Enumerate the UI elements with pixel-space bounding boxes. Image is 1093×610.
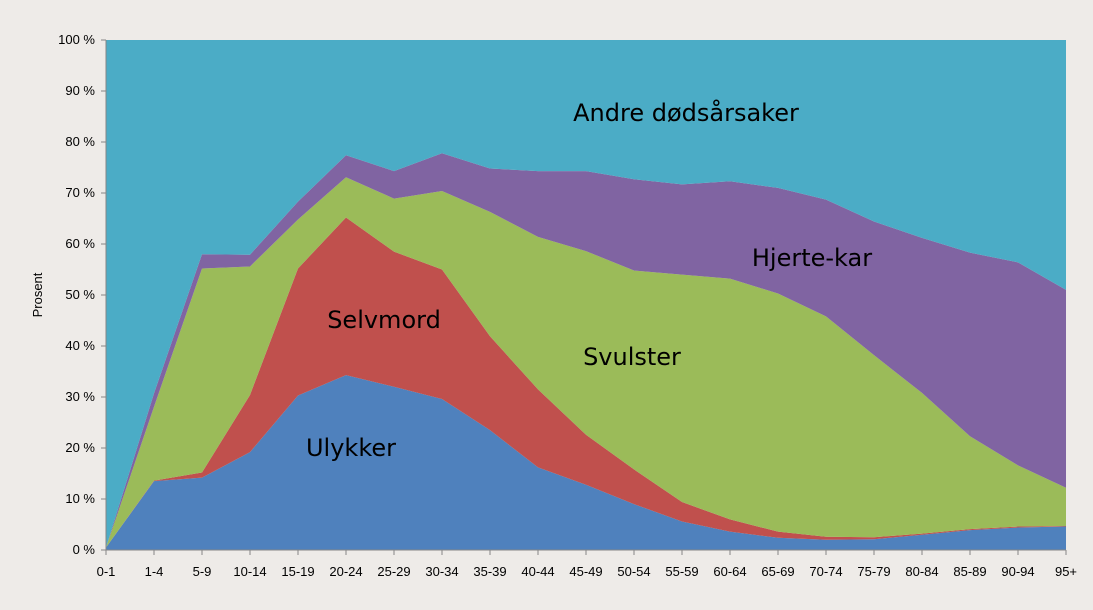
x-tick-label: 25-29 xyxy=(377,564,410,579)
y-tick-label: 50 % xyxy=(65,287,95,302)
x-tick-label: 35-39 xyxy=(473,564,506,579)
x-tick-label: 5-9 xyxy=(193,564,212,579)
series-label-selvmord: Selvmord xyxy=(327,306,441,334)
series-area-ulykker xyxy=(106,375,1066,550)
x-tick-label: 30-34 xyxy=(425,564,458,579)
x-tick-label: 50-54 xyxy=(617,564,650,579)
plot-area xyxy=(106,40,1066,550)
x-tick-label: 45-49 xyxy=(569,564,602,579)
series-label-svulster: Svulster xyxy=(583,343,681,371)
x-tick-label: 95+ xyxy=(1055,564,1077,579)
y-tick-label: 40 % xyxy=(65,338,95,353)
series-label-hjerte-kar: Hjerte-kar xyxy=(752,244,872,272)
y-tick-label: 70 % xyxy=(65,185,95,200)
x-tick-label: 20-24 xyxy=(329,564,362,579)
x-tick-label: 70-74 xyxy=(809,564,842,579)
x-tick-label: 15-19 xyxy=(281,564,314,579)
x-ticks: 0-1 1-4 5-9 10-14 15-19 20-24 25-29 30-34 35-39 4… xyxy=(97,550,1077,579)
series-area-andre-d-dsa-rsaker xyxy=(106,40,1066,548)
x-tick-label: 55-59 xyxy=(665,564,698,579)
x-tick-label: 0-1 xyxy=(97,564,116,579)
y-tick-label: 90 % xyxy=(65,83,95,98)
y-tick-label: 0 % xyxy=(73,542,96,557)
y-tick-label: 10 % xyxy=(65,491,95,506)
series-area-svulster xyxy=(106,177,1066,548)
series-label-ulykker: Ulykker xyxy=(306,434,396,462)
y-tick-label: 100 % xyxy=(58,32,95,47)
y-tick-label: 30 % xyxy=(65,389,95,404)
y-ticks: 0 % 10 % 20 % 30 % 40 % 50 % 60 % 70 % 80 % 90 % 1… xyxy=(58,32,106,557)
x-tick-label: 60-64 xyxy=(713,564,746,579)
x-tick-label: 65-69 xyxy=(761,564,794,579)
x-tick-label: 80-84 xyxy=(905,564,938,579)
x-tick-label: 10-14 xyxy=(233,564,266,579)
series-labels: Ulykker Selvmord Svulster Hjerte-kar Andre d… xyxy=(306,98,872,462)
y-tick-label: 20 % xyxy=(65,440,95,455)
y-tick-label: 80 % xyxy=(65,134,95,149)
x-tick-label: 75-79 xyxy=(857,564,890,579)
x-tick-label: 1-4 xyxy=(145,564,164,579)
x-tick-label: 90-94 xyxy=(1001,564,1034,579)
series-area-hjerte-kar xyxy=(106,153,1066,548)
x-tick-label: 40-44 xyxy=(521,564,554,579)
series-label-andre-d-dsa-rsaker: Andre dødsårsaker xyxy=(573,98,799,127)
x-tick-label: 85-89 xyxy=(953,564,986,579)
y-axis-label: Prosent xyxy=(30,272,45,317)
y-tick-label: 60 % xyxy=(65,236,95,251)
series-area-selvmord xyxy=(106,217,1066,548)
